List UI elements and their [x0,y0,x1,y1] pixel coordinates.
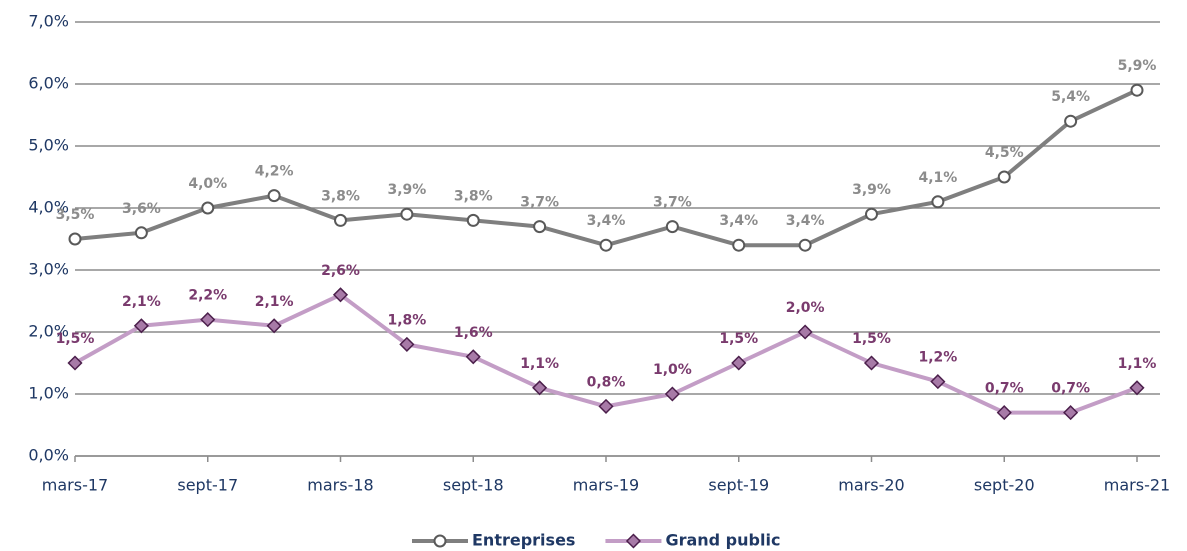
data-point [930,374,946,390]
data-label: 1,1% [1118,356,1157,372]
data-point [1129,380,1145,396]
data-point [532,380,548,396]
y-tick-label: 0,0% [28,446,69,465]
data-label: 1,5% [56,331,95,347]
data-point [731,355,747,371]
data-point [997,170,1011,184]
data-point [267,189,281,203]
data-label: 3,6% [122,201,161,217]
data-label: 0,7% [1051,381,1090,397]
x-tick-label: mars-21 [1104,476,1170,495]
data-label: 1,0% [653,362,692,378]
data-point [798,238,812,252]
data-point [996,405,1012,421]
data-point [598,398,614,414]
data-label: 0,7% [985,381,1024,397]
data-label: 4,0% [188,176,227,192]
x-tick-label: sept-19 [708,476,769,495]
data-point [665,220,679,234]
data-label: 1,8% [387,312,426,328]
legend-marker [625,533,641,549]
data-label: 3,9% [852,182,891,198]
data-label: 5,9% [1118,58,1157,74]
data-label: 4,2% [255,164,294,180]
data-point [332,287,349,303]
x-tick-label: mars-17 [42,476,108,495]
data-label: 1,6% [454,325,493,341]
data-label: 3,7% [520,195,559,211]
data-label: 1,1% [520,356,559,372]
data-label: 4,1% [918,170,957,186]
data-point [599,238,613,252]
data-point [134,226,148,240]
data-point [400,207,414,221]
series-line [74,292,1138,415]
data-point [133,318,149,334]
data-label: 3,4% [587,213,626,229]
data-point [732,238,746,252]
data-point [1064,114,1078,128]
data-label: 3,9% [387,182,426,198]
data-label: 2,1% [122,294,161,310]
data-label: 3,4% [786,213,825,229]
data-label: 3,5% [56,207,95,223]
data-point [465,349,481,365]
data-label: 1,5% [719,331,758,347]
data-point [1130,83,1144,97]
data-label: 0,8% [587,374,626,390]
data-label: 1,5% [852,331,891,347]
data-point [533,220,547,234]
data-label: 2,2% [188,288,227,304]
data-point [266,318,282,334]
data-point [664,386,680,402]
x-tick-label: sept-17 [177,476,238,495]
x-tick-label: mars-18 [307,476,373,495]
legend-marker [433,534,447,548]
legend-label: Grand public [665,531,780,550]
x-tick-label: mars-20 [838,476,904,495]
data-label: 5,4% [1051,89,1090,105]
x-tick-label: mars-19 [573,476,639,495]
data-label: 3,4% [719,213,758,229]
data-label: 4,5% [985,145,1024,161]
data-point [863,355,880,371]
data-label: 3,8% [454,188,493,204]
data-point [200,312,216,328]
data-point [466,213,480,227]
data-point [865,207,878,221]
data-label: 3,8% [321,188,360,204]
x-tick-label: sept-18 [443,476,504,495]
y-tick-label: 7,0% [28,12,69,31]
data-point [797,324,813,340]
y-tick-label: 2,0% [28,322,69,341]
x-tick-label: sept-20 [974,476,1035,495]
y-tick-label: 5,0% [28,136,69,155]
y-tick-label: 4,0% [28,198,69,217]
y-tick-label: 6,0% [28,74,69,93]
data-point [68,232,82,246]
y-tick-label: 3,0% [28,260,69,279]
data-label: 1,2% [918,350,957,366]
data-point [334,213,347,227]
data-point [931,195,945,209]
y-tick-label: 1,0% [28,384,69,403]
data-point [399,336,415,352]
data-point [67,355,83,371]
legend-label: Entreprises [472,531,575,550]
data-point [1063,405,1079,421]
data-point [201,201,215,215]
data-label: 2,0% [786,300,825,316]
data-label: 2,1% [255,294,294,310]
data-label: 2,6% [321,263,360,279]
data-label: 3,7% [653,195,692,211]
